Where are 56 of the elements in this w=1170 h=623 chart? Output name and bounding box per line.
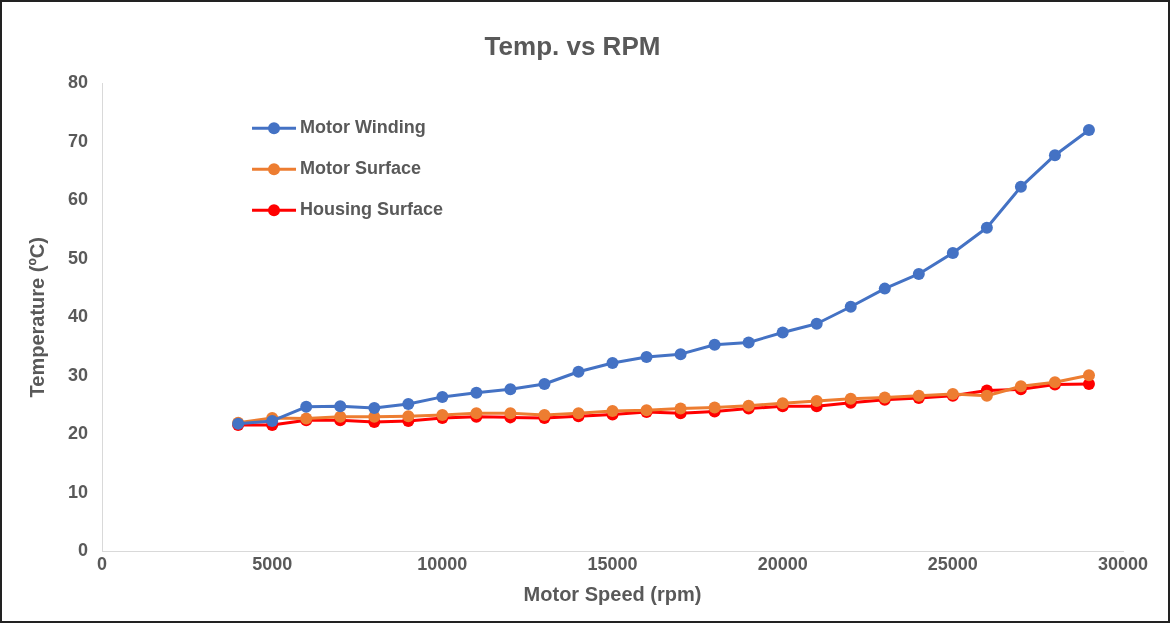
point (334, 410, 347, 423)
point (436, 390, 449, 403)
point (368, 402, 381, 415)
y-tick-label: 70 (67, 130, 89, 151)
x-tick-label: 15000 (587, 554, 638, 575)
point (402, 410, 415, 423)
point (504, 407, 517, 420)
point (402, 397, 415, 410)
legend-label: Housing Surface (300, 199, 444, 220)
point (1082, 369, 1095, 382)
point (980, 221, 993, 234)
y-tick-label: 60 (67, 189, 89, 210)
x-tick-label: 25000 (927, 554, 978, 575)
point (538, 378, 551, 391)
y-tick-label: 80 (67, 72, 89, 93)
point (708, 338, 721, 351)
y-tick-label: 10 (67, 481, 89, 502)
y-tick-label: 0 (78, 540, 89, 561)
point (742, 336, 755, 349)
x-tick-label: 0 (97, 554, 108, 575)
point (844, 300, 857, 313)
point (810, 317, 823, 330)
point (674, 402, 687, 415)
point (674, 348, 687, 361)
point (946, 246, 959, 259)
chart-title: Temp. vs RPM (484, 30, 661, 61)
point (1082, 124, 1095, 137)
x-tick-label: 10000 (417, 554, 468, 575)
y-tick-label: 20 (67, 423, 89, 444)
point (334, 400, 347, 413)
point (470, 386, 483, 399)
point (912, 267, 925, 280)
x-tick-label: 5000 (252, 554, 293, 575)
point (810, 394, 823, 407)
point (1048, 149, 1061, 162)
point (300, 400, 313, 413)
point (572, 365, 585, 378)
x-axis-title: Motor Speed (rpm) (523, 582, 702, 605)
legend-label: Motor Surface (300, 158, 422, 179)
x-tick-label: 30000 (1097, 554, 1149, 575)
point (878, 282, 891, 295)
point (504, 383, 517, 396)
y-axis-title: Temperature (ºC) (25, 237, 48, 398)
point (606, 356, 619, 369)
point (776, 326, 789, 339)
legend-label: Motor Winding (300, 117, 426, 138)
point (844, 392, 857, 405)
point (606, 404, 619, 417)
point (708, 401, 721, 414)
point (980, 389, 993, 402)
point (640, 351, 653, 364)
y-tick-label: 30 (67, 364, 89, 385)
y-tick-label: 50 (67, 247, 89, 268)
point (1014, 180, 1027, 193)
y-tick-label: 40 (67, 306, 89, 327)
x-tick-label: 20000 (757, 554, 808, 575)
